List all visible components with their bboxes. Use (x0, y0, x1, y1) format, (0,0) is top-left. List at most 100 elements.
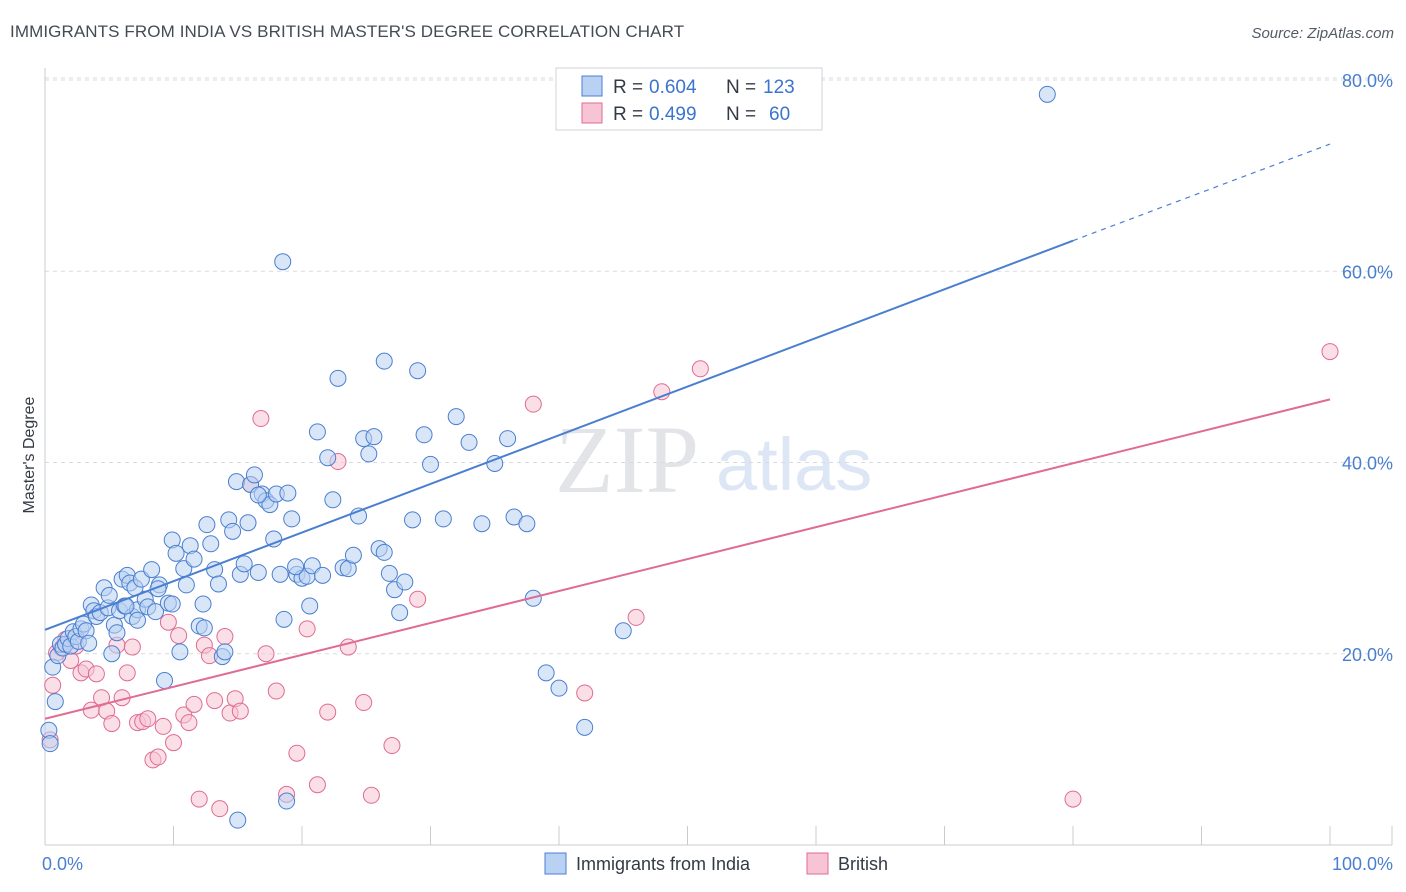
india-point-72 (275, 610, 293, 628)
british-point-26 (170, 627, 188, 645)
bottom-legend-british-label: British (838, 854, 888, 874)
india-point-114 (274, 253, 292, 271)
british-point-29 (185, 695, 203, 713)
india-point-116 (229, 811, 247, 829)
india-point-127 (375, 543, 393, 561)
india-point-16 (80, 634, 98, 652)
india-point-48 (185, 550, 203, 568)
india-point-110 (537, 664, 555, 682)
british-point-17 (123, 638, 141, 656)
british-point-59 (1064, 790, 1082, 808)
bottom-legend-india-swatch (544, 852, 567, 875)
india-point-112 (576, 718, 594, 736)
legend-r-label-2: R = (613, 104, 643, 125)
british-point-13 (103, 715, 121, 733)
british-point-44 (288, 744, 306, 762)
british-point-33 (206, 692, 224, 710)
india-point-51 (198, 516, 216, 534)
chart-title: IMMIGRANTS FROM INDIA VS BRITISH MASTER'… (10, 22, 685, 41)
india-point-23 (103, 645, 121, 663)
india-point-111 (550, 679, 568, 697)
legend: R = 0.604 N = 123 R = 0.499 N = 60 (555, 67, 823, 131)
british-point-60 (1321, 343, 1339, 361)
british-point-58 (691, 360, 709, 378)
india-point-61 (235, 555, 253, 573)
y-tick-label-60: 60.0% (1342, 262, 1393, 282)
british-point-1 (44, 676, 62, 694)
british-point-25 (165, 734, 182, 752)
british-point-16 (118, 664, 136, 682)
india-point-120 (129, 611, 147, 629)
india-point-54 (209, 575, 227, 593)
india-point-3 (46, 693, 64, 711)
british-point-30 (190, 790, 208, 808)
india-point-122 (100, 586, 118, 604)
india-point-52 (202, 535, 220, 553)
india-point-124 (249, 486, 267, 504)
india-point-98 (409, 362, 427, 380)
british-point-23 (154, 717, 172, 735)
legend-india-swatch (581, 75, 603, 97)
india-point-121 (117, 597, 135, 615)
india-point-125 (287, 558, 305, 576)
india-point-64 (245, 466, 263, 484)
british-point-53 (409, 590, 427, 608)
trend-lines (44, 143, 1331, 720)
india-series (40, 85, 1056, 829)
india-point-96 (396, 573, 414, 591)
india-trend-line (44, 239, 1074, 631)
india-point-89 (360, 445, 378, 463)
y-tick-label-40: 40.0% (1342, 454, 1393, 474)
british-point-40 (252, 410, 270, 428)
india-point-104 (473, 515, 491, 533)
india-point-106 (499, 430, 517, 448)
india-point-100 (422, 455, 439, 473)
british-point-54 (524, 395, 542, 413)
india-point-92 (375, 352, 393, 370)
india-point-102 (447, 408, 465, 426)
india-point-113 (614, 622, 632, 640)
british-point-52 (383, 737, 401, 755)
legend-r-value-2: 0.499 (649, 104, 697, 125)
india-point-69 (265, 530, 283, 548)
tick-labels: 20.0% 40.0% 60.0% 80.0% 0.0% 100.0% (42, 71, 1393, 874)
india-point-93 (380, 564, 398, 582)
axes (44, 68, 1393, 846)
watermark-zip: ZIP (555, 406, 699, 513)
bottom-legend-india-label: Immigrants from India (576, 854, 751, 874)
india-point-95 (391, 604, 409, 622)
india-point-103 (460, 433, 478, 451)
british-point-46 (308, 776, 326, 794)
british-point-28 (180, 714, 198, 732)
india-point-59 (227, 473, 245, 491)
india-point-74 (283, 510, 301, 528)
india-point-126 (301, 597, 319, 615)
bottom-legend: Immigrants from India British (544, 852, 888, 875)
india-point-1 (41, 735, 59, 753)
india-point-50 (194, 595, 212, 613)
india-point-79 (308, 423, 326, 441)
y-tick-label-80: 80.0% (1342, 71, 1393, 91)
india-point-99 (415, 426, 433, 444)
legend-n-label-1: N = (726, 77, 756, 98)
y-axis-title: Master's Degree (21, 396, 38, 513)
british-point-42 (267, 682, 285, 700)
india-point-71 (271, 565, 289, 583)
india-point-43 (167, 544, 185, 562)
india-point-118 (163, 595, 181, 613)
india-point-82 (324, 491, 342, 509)
british-trend-line (44, 398, 1331, 720)
india-trend-extension (1072, 143, 1331, 242)
india-point-73 (279, 484, 297, 502)
india-point-83 (329, 369, 347, 387)
india-point-117 (195, 619, 213, 637)
british-point-41 (257, 645, 275, 663)
india-point-90 (365, 428, 383, 446)
british-point-47 (319, 703, 337, 721)
india-point-25 (108, 624, 126, 642)
legend-british-swatch (581, 102, 603, 124)
british-point-35 (216, 628, 234, 646)
british-point-55 (576, 684, 594, 702)
india-point-62 (239, 514, 257, 532)
